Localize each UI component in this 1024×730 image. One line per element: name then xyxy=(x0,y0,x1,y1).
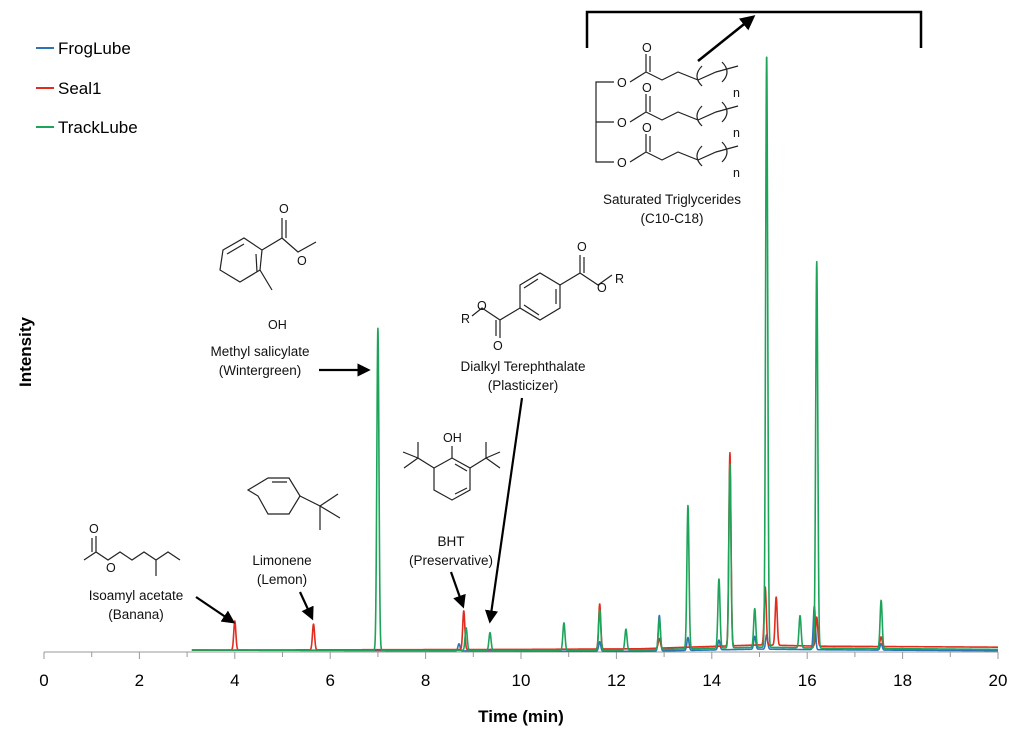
isoamyl-acetate-oxygen-1: O xyxy=(89,522,99,536)
legend-label-seal1: Seal1 xyxy=(58,79,101,98)
bht-hydroxyl: OH xyxy=(443,431,462,445)
isoamyl-acetate-note: (Banana) xyxy=(108,607,164,622)
x-tick-label: 8 xyxy=(421,671,430,690)
methyl-salicylate-hydroxyl: OH xyxy=(268,318,287,332)
legend-item-seal1: Seal1 xyxy=(36,79,101,98)
bht-structure xyxy=(402,442,501,501)
methyl-salicylate-oxygen-2: O xyxy=(297,254,307,268)
x-tick-label: 12 xyxy=(607,671,626,690)
triglyceride-arrow xyxy=(697,15,756,62)
x-tick-label: 4 xyxy=(230,671,239,690)
isoamyl-acetate-name: Isoamyl acetate xyxy=(89,588,184,603)
legend: FrogLube Seal1 TrackLube xyxy=(36,39,138,137)
limonene-note: (Lemon) xyxy=(257,572,307,587)
annotation-methyl-salicylate: O O OH Methyl salicylate (Wintergreen) xyxy=(210,202,371,378)
series-group xyxy=(191,56,999,653)
triglyceride-bracket xyxy=(585,10,923,62)
x-tick-label: 6 xyxy=(325,671,334,690)
triglyceride-structure xyxy=(595,54,739,167)
methyl-salicylate-structure xyxy=(219,218,317,291)
series-line-seal1 xyxy=(191,451,999,651)
dialkyl-terephthalate-name: Dialkyl Terephthalate xyxy=(460,359,585,374)
bht-name: BHT xyxy=(438,534,465,549)
dialkyl-terephthalate-alkyl-2: R xyxy=(461,312,470,326)
legend-item-tracklube: TrackLube xyxy=(36,118,138,137)
x-axis-title: Time (min) xyxy=(478,707,564,726)
methyl-salicylate-note: (Wintergreen) xyxy=(219,363,302,378)
x-axis: 0 2 4 6 8 10 12 14 16 18 20 Time (min) xyxy=(39,651,1007,726)
saturated-triglycerides-note: (C10-C18) xyxy=(640,211,703,226)
isoamyl-acetate-oxygen-2: O xyxy=(106,561,116,575)
triglyceride-repeat-2: n xyxy=(733,126,740,140)
methyl-salicylate-oxygen-1: O xyxy=(279,202,289,216)
legend-label-tracklube: TrackLube xyxy=(58,118,138,137)
bht-arrow xyxy=(449,571,466,609)
x-ticks: 0 2 4 6 8 10 12 14 16 18 20 xyxy=(39,652,1007,690)
isoamyl-acetate-arrow xyxy=(195,596,236,624)
x-tick-label: 14 xyxy=(702,671,721,690)
x-tick-label: 2 xyxy=(135,671,144,690)
limonene-name: Limonene xyxy=(252,553,311,568)
dialkyl-terephthalate-arrow xyxy=(484,397,524,624)
x-tick-label: 0 xyxy=(39,671,48,690)
annotation-dialkyl-terephthalate: O O R O R O Dialkyl Terephthalate (Plast… xyxy=(460,240,624,624)
dialkyl-terephthalate-oxygen-1: O xyxy=(577,240,587,254)
saturated-triglycerides-name: Saturated Triglycerides xyxy=(603,192,741,207)
limonene-arrow xyxy=(299,591,314,621)
isoamyl-acetate-structure xyxy=(83,536,181,576)
triglyceride-oxygen-6: O xyxy=(642,121,652,135)
dialkyl-terephthalate-structure xyxy=(471,255,613,338)
dialkyl-terephthalate-oxygen-3: O xyxy=(477,299,487,313)
triglyceride-repeat-1: n xyxy=(733,86,740,100)
x-tick-label: 18 xyxy=(893,671,912,690)
x-tick-label: 16 xyxy=(798,671,817,690)
x-tick-label: 10 xyxy=(512,671,531,690)
triglyceride-oxygen-5: O xyxy=(642,81,652,95)
dialkyl-terephthalate-oxygen-2: O xyxy=(597,281,607,295)
dialkyl-terephthalate-oxygen-4: O xyxy=(493,339,503,353)
bht-note: (Preservative) xyxy=(409,553,493,568)
triglyceride-oxygen-3: O xyxy=(617,156,627,170)
triglyceride-oxygen-1: O xyxy=(617,76,627,90)
annotation-bht: OH BHT (Preservative) xyxy=(402,431,501,609)
dialkyl-terephthalate-alkyl-1: R xyxy=(615,272,624,286)
triglyceride-repeat-3: n xyxy=(733,166,740,180)
annotation-isoamyl-acetate: O O Isoamyl acetate (Banana) xyxy=(83,522,236,624)
limonene-structure xyxy=(246,477,341,530)
triglyceride-oxygen-4: O xyxy=(642,41,652,55)
triglyceride-oxygen-2: O xyxy=(617,116,627,130)
legend-item-froglube: FrogLube xyxy=(36,39,131,58)
x-tick-label: 20 xyxy=(989,671,1008,690)
series-line-tracklube xyxy=(191,56,999,652)
y-axis-title: Intensity xyxy=(16,317,35,387)
annotation-limonene: Limonene (Lemon) xyxy=(246,477,341,621)
dialkyl-terephthalate-note: (Plasticizer) xyxy=(488,378,559,393)
annotation-saturated-triglycerides: O O O O O O n n n Saturated Triglyceride… xyxy=(585,10,923,226)
legend-label-froglube: FrogLube xyxy=(58,39,131,58)
methyl-salicylate-name: Methyl salicylate xyxy=(210,344,309,359)
